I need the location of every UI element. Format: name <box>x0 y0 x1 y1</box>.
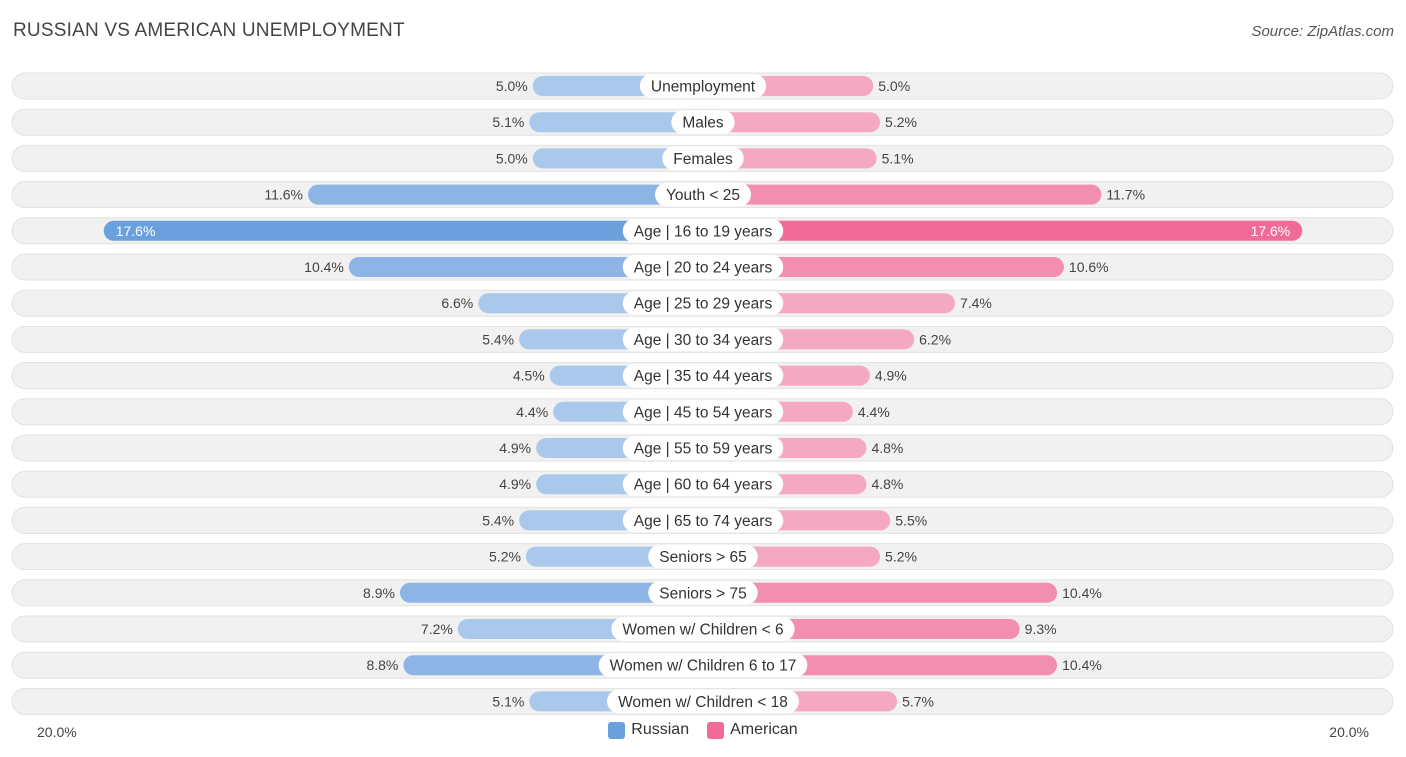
legend-item-russian: Russian <box>608 721 689 739</box>
category-label: Youth < 25 <box>666 187 740 204</box>
category-label: Seniors > 75 <box>659 585 746 602</box>
category-label: Age | 65 to 74 years <box>634 513 773 530</box>
category-label: Age | 60 to 64 years <box>634 477 773 494</box>
category-pill <box>607 689 799 714</box>
category-pill <box>622 327 784 352</box>
category-label: Age | 45 to 54 years <box>634 404 773 421</box>
value-label-russian: 4.5% <box>513 368 545 384</box>
category-label: Age | 35 to 44 years <box>634 368 773 385</box>
category-pill <box>639 74 767 98</box>
value-label-russian: 5.1% <box>492 114 524 130</box>
axis-right-label: 20.0% <box>1329 724 1369 740</box>
bar-russian <box>529 112 703 133</box>
category-pill <box>648 580 758 605</box>
value-label-russian: 8.8% <box>366 657 398 673</box>
value-label-russian: 4.9% <box>499 440 531 456</box>
value-label-russian: 4.9% <box>499 476 531 492</box>
value-label-american: 5.2% <box>885 114 917 130</box>
legend-swatch-russian <box>608 721 626 739</box>
bar-american <box>703 112 881 133</box>
category-label: Age | 25 to 29 years <box>634 296 773 313</box>
category-pill <box>598 653 808 678</box>
value-label-russian: 8.9% <box>363 585 395 601</box>
bar-american <box>703 148 877 169</box>
value-label-american: 4.9% <box>875 368 907 384</box>
legend: Russian American <box>0 721 1406 739</box>
bar-russian <box>348 257 703 277</box>
value-label-american: 5.0% <box>878 78 910 94</box>
category-pill <box>622 218 784 243</box>
value-label-russian: 11.6% <box>264 187 303 203</box>
axis-left-label: 20.0% <box>37 724 77 740</box>
value-label-american: 17.6% <box>1251 223 1291 239</box>
value-label-american: 4.4% <box>858 404 890 420</box>
bar-american <box>703 220 1303 241</box>
category-label: Age | 16 to 19 years <box>634 223 773 240</box>
value-label-american: 5.2% <box>885 549 917 565</box>
category-label: Age | 55 to 59 years <box>634 441 773 458</box>
value-label-american: 5.1% <box>882 150 914 166</box>
category-label: Seniors > 65 <box>659 549 746 566</box>
category-pill <box>622 363 784 388</box>
value-label-american: 10.4% <box>1062 585 1102 601</box>
category-label: Women w/ Children < 18 <box>618 694 788 711</box>
bar-russian <box>308 184 703 205</box>
legend-label-russian: Russian <box>631 721 690 738</box>
category-label: Females <box>673 151 733 168</box>
value-label-american: 7.4% <box>960 295 992 311</box>
category-pill <box>622 508 784 533</box>
bar-russian <box>532 148 703 169</box>
category-label: Unemployment <box>651 79 756 96</box>
value-label-russian: 5.4% <box>482 512 514 528</box>
value-label-russian: 10.4% <box>304 259 344 275</box>
value-label-american: 4.8% <box>871 440 903 456</box>
value-label-american: 10.6% <box>1069 259 1109 275</box>
bar-russian <box>399 582 703 603</box>
bar-american <box>703 257 1064 277</box>
category-label: Women w/ Children < 6 <box>622 622 783 639</box>
value-label-russian: 5.1% <box>492 693 524 709</box>
category-pill <box>622 436 784 460</box>
bar-russian <box>103 220 704 241</box>
category-label: Age | 30 to 34 years <box>634 332 773 349</box>
value-label-american: 10.4% <box>1062 657 1102 673</box>
category-label: Males <box>682 115 724 132</box>
category-pill <box>622 472 784 497</box>
legend-swatch-american <box>707 721 725 739</box>
value-label-american: 5.5% <box>895 512 927 528</box>
source-label: Source: ZipAtlas.com <box>1251 23 1394 40</box>
bar-american <box>703 582 1058 603</box>
value-label-russian: 5.4% <box>482 331 514 347</box>
value-label-russian: 6.6% <box>441 295 473 311</box>
value-label-american: 9.3% <box>1025 621 1057 637</box>
value-label-russian: 4.4% <box>516 404 548 420</box>
category-label: Age | 20 to 24 years <box>634 260 773 277</box>
category-pill <box>671 110 735 135</box>
value-label-american: 6.2% <box>919 331 951 347</box>
bar-american <box>703 184 1102 205</box>
category-pill <box>622 399 784 424</box>
category-pill <box>655 182 751 207</box>
value-label-russian: 5.0% <box>496 78 528 94</box>
legend-item-american: American <box>707 721 798 739</box>
category-pill <box>648 544 758 569</box>
category-pill <box>611 617 795 641</box>
value-label-russian: 7.2% <box>421 621 453 637</box>
category-label: Women w/ Children 6 to 17 <box>610 658 797 675</box>
legend-label-american: American <box>730 721 798 738</box>
category-pill <box>662 146 744 171</box>
value-label-russian: 5.0% <box>496 150 528 166</box>
chart-title: RUSSIAN VS AMERICAN UNEMPLOYMENT <box>13 20 405 41</box>
value-label-russian: 17.6% <box>116 223 156 239</box>
category-pill <box>622 291 784 316</box>
value-label-american: 11.7% <box>1106 187 1145 203</box>
value-label-american: 4.8% <box>871 476 903 492</box>
value-label-russian: 5.2% <box>489 549 521 565</box>
value-label-american: 5.7% <box>902 693 934 709</box>
category-pill <box>622 255 784 279</box>
